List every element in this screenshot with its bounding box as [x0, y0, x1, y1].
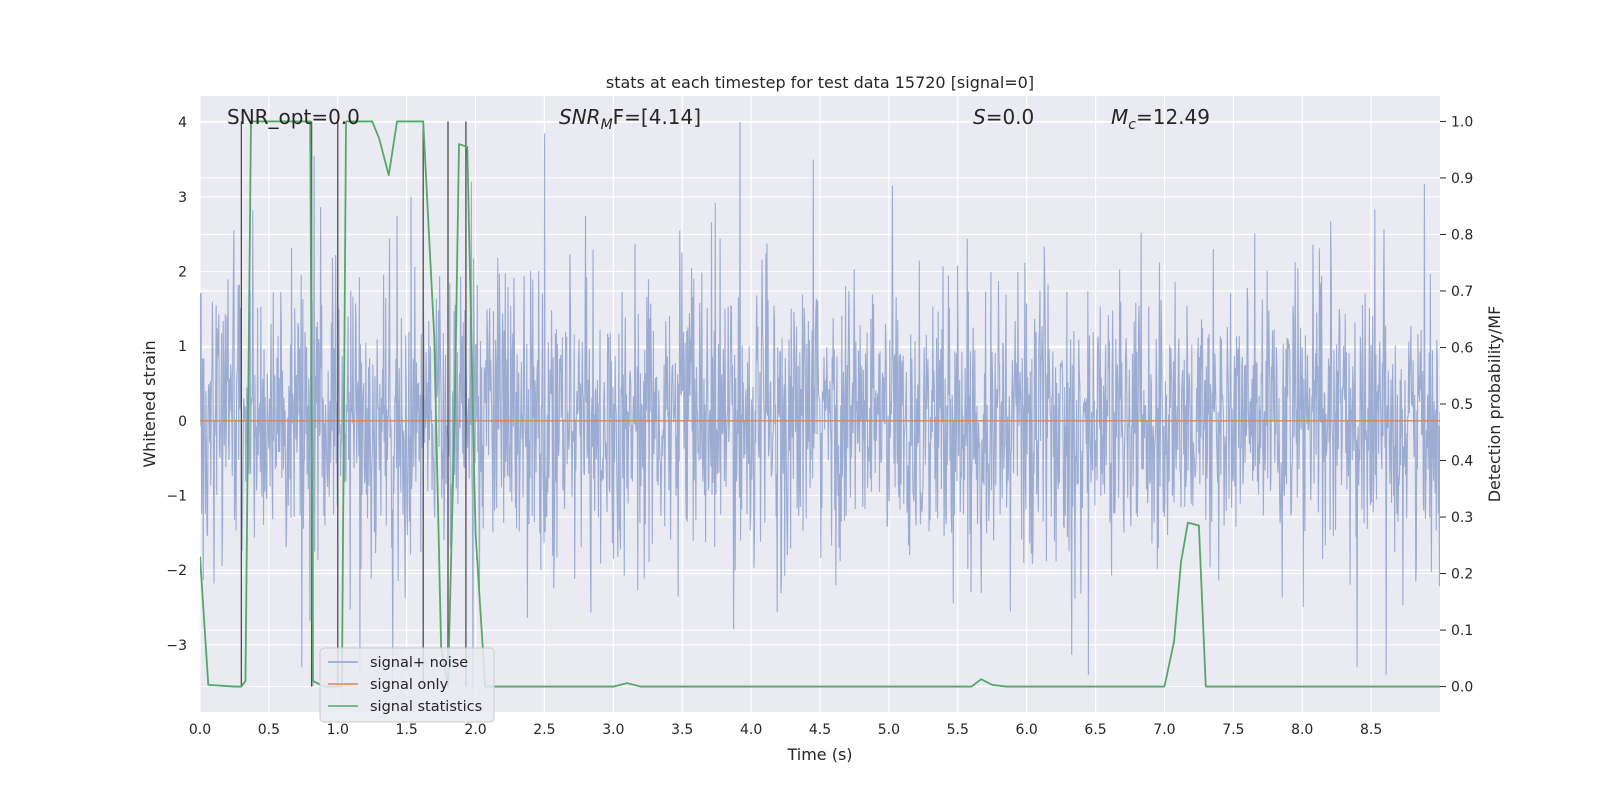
- y-right-tick-label: 1.0: [1451, 114, 1473, 130]
- y-right-tick-label: 0.0: [1451, 680, 1473, 696]
- y-right-tick-label: 0.9: [1451, 171, 1473, 187]
- annotation-snr-mf: SNRMF=[4.14]: [559, 105, 701, 133]
- signal-statistics-line: [200, 120, 1440, 688]
- legend-label-signal-statistics: signal statistics: [370, 699, 482, 715]
- x-tick-label: 4.5: [809, 722, 831, 738]
- series-signal-noise: [200, 122, 1440, 690]
- y-left-tick-label: 1: [178, 339, 187, 355]
- legend: signal+ noise signal only signal statist…: [319, 647, 495, 723]
- x-tick-label: 0.0: [189, 722, 211, 738]
- y-right-tick-label: 0.4: [1451, 454, 1473, 470]
- x-tick-label: 1.0: [327, 722, 349, 738]
- x-tick-label: 5.5: [947, 722, 969, 738]
- legend-label-signal-only: signal only: [370, 677, 449, 693]
- annotation-mc: Mc=12.49: [1111, 105, 1210, 133]
- annotation-snr-opt: SNR_opt=0.0: [227, 105, 360, 129]
- y-right-axis-label: Detection probability/MF: [1485, 306, 1504, 503]
- x-tick-label: 4.0: [740, 722, 762, 738]
- x-axis-label: Time (s): [786, 745, 852, 764]
- x-tick-label: 3.5: [671, 722, 693, 738]
- x-axis-ticks: 0.0 0.5 1.0 1.5 2.0 2.5 3.0 3.5 4.0 4.5 5.0 5.5 6.0 6…: [189, 722, 1382, 738]
- y-right-tick-label: 0.1: [1451, 623, 1473, 639]
- x-tick-label: 5.0: [878, 722, 900, 738]
- y-left-tick-label: −3: [166, 638, 187, 654]
- y-left-tick-label: 2: [178, 264, 187, 280]
- chart-title: stats at each timestep for test data 157…: [606, 73, 1034, 92]
- vertical-markers: [240, 121, 467, 687]
- x-tick-label: 6.5: [1084, 722, 1106, 738]
- y-right-axis-ticks: 0.0 0.1 0.2 0.3 0.4 0.5 0.6 0.7 0.8 0.9 1.0: [1440, 114, 1473, 696]
- series-signal-statistics: [200, 120, 1440, 688]
- x-tick-label: 1.5: [396, 722, 418, 738]
- legend-box: [319, 647, 495, 723]
- y-right-tick-label: 0.7: [1451, 284, 1473, 300]
- signal-noise-line: [200, 122, 1440, 690]
- x-tick-label: 2.0: [464, 722, 486, 738]
- x-tick-label: 8.5: [1360, 722, 1382, 738]
- x-tick-label: 6.0: [1016, 722, 1038, 738]
- y-right-tick-label: 0.3: [1451, 510, 1473, 526]
- x-tick-label: 7.0: [1153, 722, 1175, 738]
- x-tick-label: 7.5: [1222, 722, 1244, 738]
- annotation-s: S=0.0: [973, 105, 1034, 129]
- y-right-tick-label: 0.8: [1451, 227, 1473, 243]
- y-left-tick-label: −2: [166, 563, 187, 579]
- x-tick-label: 0.5: [258, 722, 280, 738]
- y-right-tick-label: 0.5: [1451, 397, 1473, 413]
- x-tick-label: 2.5: [533, 722, 555, 738]
- y-left-tick-label: 3: [178, 190, 187, 206]
- y-right-tick-label: 0.2: [1451, 567, 1473, 583]
- y-left-tick-label: 4: [178, 115, 187, 131]
- y-left-axis-label: Whitened strain: [140, 340, 159, 467]
- x-tick-label: 8.0: [1291, 722, 1313, 738]
- x-tick-label: 3.0: [602, 722, 624, 738]
- y-left-tick-label: −1: [166, 488, 187, 504]
- legend-label-signal-noise: signal+ noise: [370, 655, 468, 671]
- y-left-axis-ticks: −3 −2 −1 0 1 2 3 4: [166, 115, 187, 654]
- y-left-tick-label: 0: [178, 414, 187, 430]
- y-right-tick-label: 0.6: [1451, 340, 1473, 356]
